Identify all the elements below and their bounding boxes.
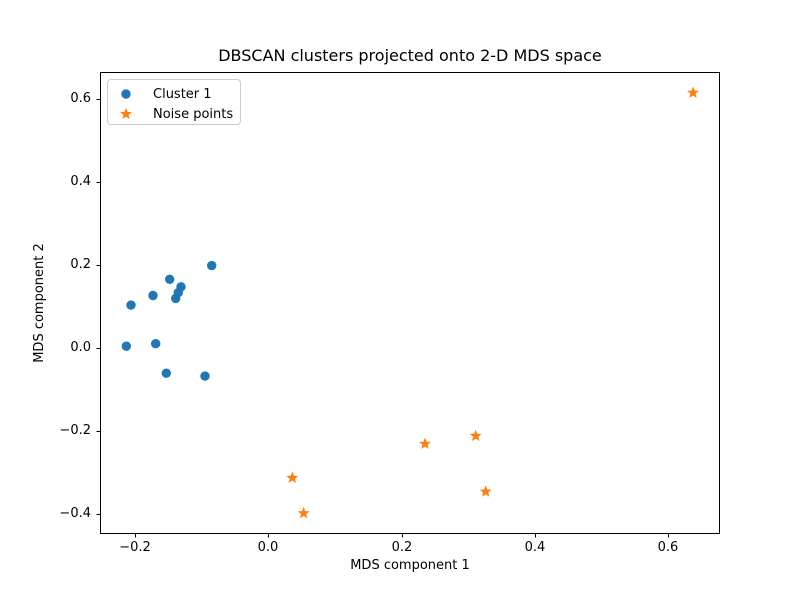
star-marker-icon xyxy=(120,107,132,120)
data-point-cluster1 xyxy=(121,341,131,351)
y-tick-label: 0.4 xyxy=(70,174,91,189)
x-tick-label: 0.0 xyxy=(257,540,279,555)
y-tick-label: 0.2 xyxy=(70,257,91,272)
data-point-noise xyxy=(687,86,699,98)
data-point-noise xyxy=(419,437,431,449)
chart-title: DBSCAN clusters projected onto 2-D MDS s… xyxy=(218,46,602,65)
legend-entry: Cluster 1 xyxy=(108,84,240,104)
y-axis-label: MDS component 2 xyxy=(32,243,47,363)
data-point-noise xyxy=(297,506,310,519)
data-point-noise xyxy=(469,429,482,442)
y-tick-label: 0.6 xyxy=(70,91,91,106)
axes-frame xyxy=(100,72,720,534)
data-point-cluster1 xyxy=(165,274,175,284)
legend-entry: Noise points xyxy=(108,104,240,124)
data-point-noise xyxy=(479,485,492,497)
x-axis-label: MDS component 1 xyxy=(350,558,470,573)
data-point-noise xyxy=(286,471,299,484)
x-tick-label: −0.2 xyxy=(119,540,151,555)
circle-marker-icon xyxy=(121,89,131,99)
data-point-cluster1 xyxy=(126,300,136,310)
legend-label: Cluster 1 xyxy=(153,86,212,102)
data-point-cluster1 xyxy=(161,368,171,378)
data-point-cluster1 xyxy=(148,290,158,301)
data-point-cluster1 xyxy=(200,371,210,381)
data-point-cluster1 xyxy=(151,339,161,349)
y-tick-label: −0.2 xyxy=(59,423,91,438)
x-tick-label: 0.6 xyxy=(657,540,679,555)
x-tick-label: 0.2 xyxy=(391,540,413,555)
y-tick-label: 0.0 xyxy=(70,340,91,355)
legend: Cluster 1 Noise points xyxy=(107,79,241,125)
data-point-cluster1 xyxy=(207,260,217,271)
y-tick-label: −0.4 xyxy=(59,506,91,521)
legend-label: Noise points xyxy=(153,106,234,122)
data-point-cluster1 xyxy=(171,293,181,304)
x-tick-label: 0.4 xyxy=(524,540,546,555)
